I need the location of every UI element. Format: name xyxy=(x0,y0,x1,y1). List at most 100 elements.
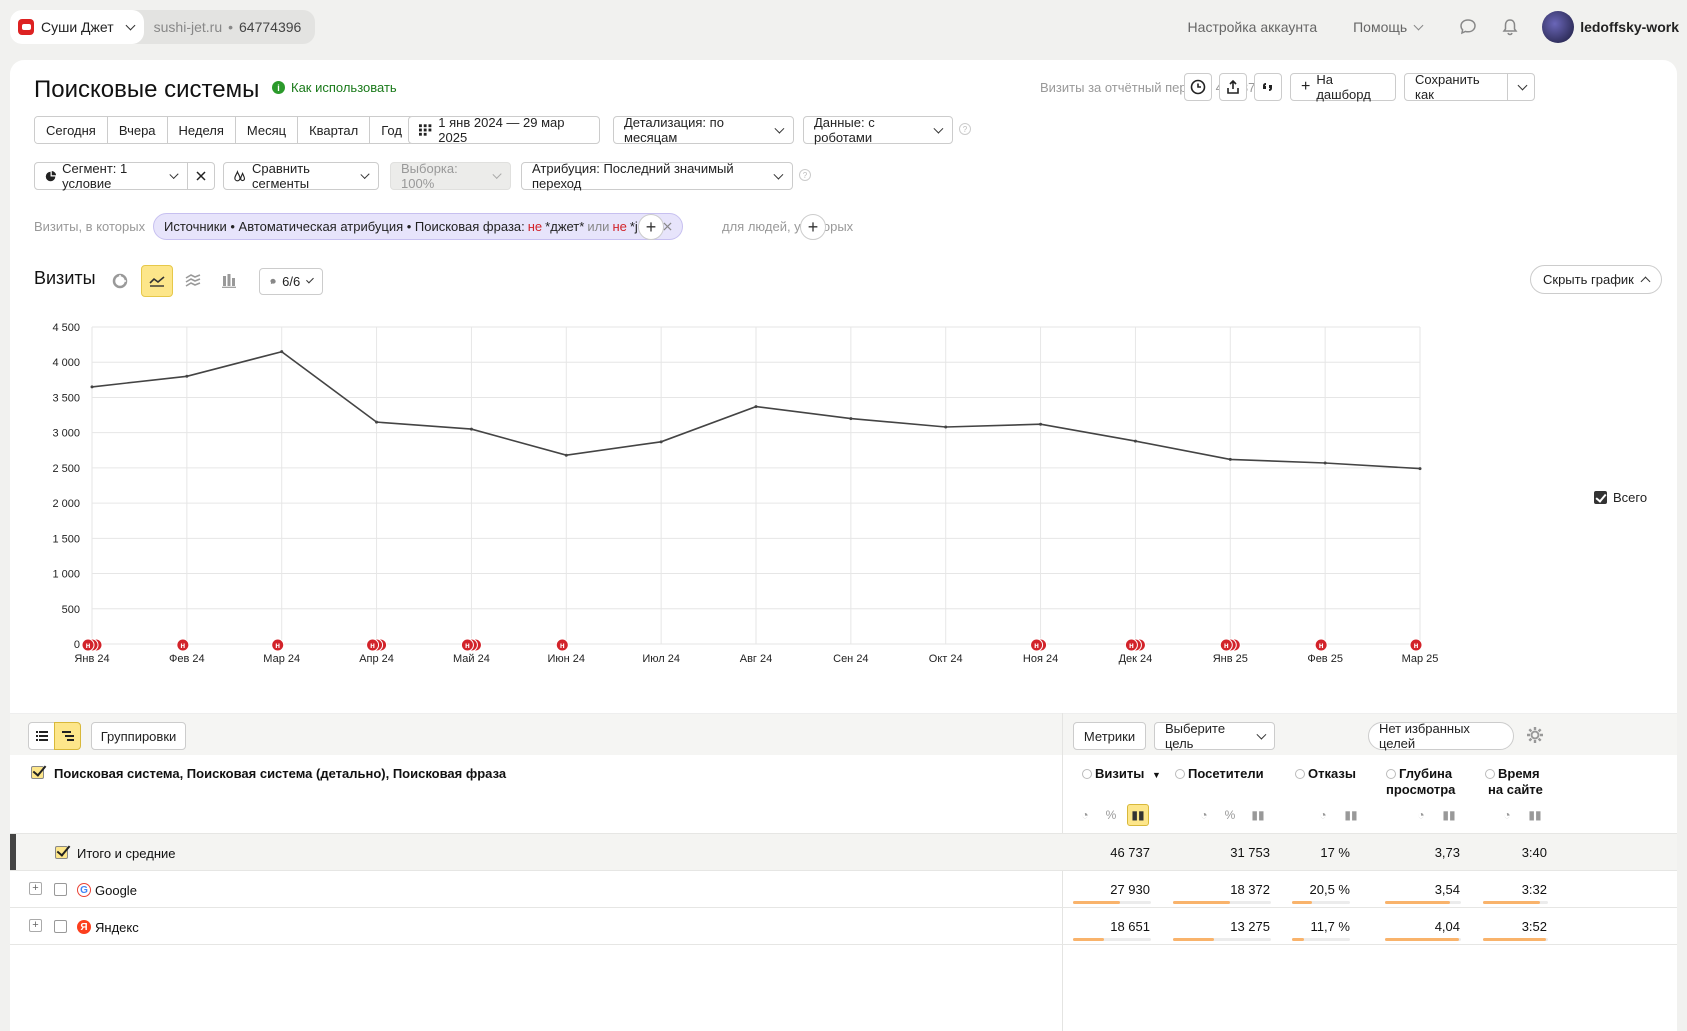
help-icon[interactable] xyxy=(1082,769,1092,779)
row-checkbox[interactable] xyxy=(54,920,67,933)
groupings-button[interactable]: Группировки xyxy=(91,722,186,750)
period-yesterday[interactable]: Вчера xyxy=(107,117,168,143)
bar-view-icon[interactable]: ▮▮ xyxy=(1442,808,1456,822)
hide-chart-button[interactable]: Скрыть график xyxy=(1530,265,1662,294)
annotation-marker xyxy=(1409,638,1423,652)
chevron-down-icon xyxy=(306,275,314,284)
table-row[interactable]: + G Google 27 930 18 372 20,5 % 3,54 3:3… xyxy=(10,870,1677,907)
bar-view-icon[interactable]: ▮▮ xyxy=(1251,808,1265,822)
no-favorite-goals-button[interactable]: Нет избранных целей xyxy=(1368,721,1514,751)
expand-row-icon[interactable]: + xyxy=(29,882,42,895)
totals-checkbox[interactable] xyxy=(55,846,68,859)
legend-item-total[interactable]: Всего xyxy=(1594,490,1647,505)
data-point xyxy=(1039,422,1043,426)
counter-name-button[interactable]: Суши Джет xyxy=(10,10,144,44)
column-header-bounces[interactable]: Отказы xyxy=(1295,766,1356,782)
area-chart-type-icon[interactable] xyxy=(177,265,209,297)
compare-segments-dropdown[interactable]: Сравнить сегменты xyxy=(223,161,379,191)
flat-view-button[interactable] xyxy=(28,722,55,750)
help-icon[interactable] xyxy=(1175,769,1185,779)
bell-icon[interactable] xyxy=(1500,17,1520,37)
segment-dropdown[interactable]: Сегмент: 1 условие xyxy=(34,161,188,191)
chart-title: Визиты xyxy=(34,268,96,288)
bar-view-icon[interactable]: ▮▮ xyxy=(1127,804,1149,826)
sample-dropdown[interactable]: Выборка: 100% xyxy=(390,161,511,191)
counter-selector[interactable]: Суши Джет sushi-jet.ru • 64774396 xyxy=(10,10,316,44)
period-today[interactable]: Сегодня xyxy=(35,117,108,143)
column-header-visitors[interactable]: Посетители xyxy=(1175,766,1264,782)
close-icon[interactable] xyxy=(663,222,672,231)
column-header-time[interactable]: Время на сайте xyxy=(1485,766,1543,798)
legend-checkbox[interactable] xyxy=(1594,491,1607,504)
data-dropdown[interactable]: Данные: с роботами xyxy=(803,115,953,145)
total-visitors: 31 753 xyxy=(1230,845,1270,860)
add-visit-filter-button[interactable]: + xyxy=(638,214,664,240)
date-range-picker[interactable]: 1 янв 2024 — 29 мар 2025 xyxy=(408,115,600,145)
pie-view-icon[interactable]: ◔ xyxy=(1503,808,1511,822)
annotation-marker-label: н xyxy=(1129,641,1134,650)
annotation-marker xyxy=(1030,638,1044,652)
pie-view-icon[interactable]: ◔ xyxy=(1319,808,1327,822)
bar-chart-type-icon[interactable] xyxy=(213,265,245,297)
table-row[interactable] xyxy=(10,944,1677,974)
help-menu[interactable]: Помощь xyxy=(1353,19,1424,35)
visits-share-bar xyxy=(1073,901,1151,904)
help-icon[interactable]: ? xyxy=(959,123,971,135)
row-checkbox[interactable] xyxy=(54,883,67,896)
add-to-dashboard-button[interactable]: + На дашборд xyxy=(1290,72,1396,102)
metrics-button[interactable]: Метрики xyxy=(1073,722,1146,750)
compare-button[interactable] xyxy=(1254,73,1282,101)
expand-row-icon[interactable]: + xyxy=(29,919,42,932)
clear-segment-button[interactable] xyxy=(187,162,215,190)
gear-icon[interactable] xyxy=(1526,726,1544,747)
x-tick-label: Сен 24 xyxy=(833,653,868,665)
save-as-button[interactable]: Сохранить как xyxy=(1404,72,1508,102)
percent-view-icon[interactable]: % xyxy=(1224,808,1236,822)
counter-logo-icon xyxy=(18,19,34,35)
total-depth: 3,73 xyxy=(1434,845,1460,860)
bar-view-icon[interactable]: ▮▮ xyxy=(1344,808,1358,822)
pie-view-icon[interactable]: ◔ xyxy=(1200,808,1208,822)
data-point xyxy=(1228,457,1232,461)
period-quarter[interactable]: Квартал xyxy=(298,117,371,143)
column-header-depth[interactable]: Глубина просмотра xyxy=(1386,766,1455,798)
total-bounces: 17 % xyxy=(1320,845,1350,860)
line-chart-type-icon[interactable] xyxy=(141,265,173,297)
dimensions-header: Поисковая система, Поисковая система (де… xyxy=(54,766,507,781)
drops-icon xyxy=(234,169,246,181)
tree-view-button[interactable] xyxy=(54,722,81,750)
help-icon[interactable]: ? xyxy=(799,169,811,181)
select-all-checkbox[interactable] xyxy=(31,766,44,779)
counter-info: sushi-jet.ru • 64774396 xyxy=(144,19,316,35)
how-to-use-link[interactable]: i Как использовать xyxy=(272,80,397,95)
pie-view-icon[interactable]: ◔ xyxy=(1417,808,1425,822)
help-icon[interactable] xyxy=(1295,769,1305,779)
chat-icon[interactable] xyxy=(1458,17,1478,37)
account-settings-link[interactable]: Настройка аккаунта xyxy=(1187,19,1318,35)
help-icon[interactable] xyxy=(1386,769,1396,779)
period-year[interactable]: Год xyxy=(370,117,413,143)
add-people-filter-button[interactable]: + xyxy=(800,214,826,240)
help-icon[interactable] xyxy=(1485,769,1495,779)
percent-view-icon[interactable]: % xyxy=(1105,808,1117,822)
bar-view-icon[interactable]: ▮▮ xyxy=(1528,808,1542,822)
period-month[interactable]: Месяц xyxy=(235,117,299,143)
pie-icon xyxy=(45,170,57,181)
table-row[interactable]: + Я Яндекс 18 651 13 275 11,7 % 4,04 3:5… xyxy=(10,907,1677,944)
detail-dropdown[interactable]: Детализация: по месяцам xyxy=(613,115,794,145)
period-week[interactable]: Неделя xyxy=(167,117,236,143)
export-button[interactable] xyxy=(1219,73,1247,101)
bar-fill xyxy=(1173,901,1230,904)
filter-chip[interactable]: Источники • Автоматическая атрибуция • П… xyxy=(153,213,683,240)
series-selector[interactable]: 6/6 xyxy=(259,268,323,295)
user-menu[interactable]: ledoffsky-work xyxy=(1542,11,1679,43)
data-label: Данные: с роботами xyxy=(814,115,875,145)
save-as-menu-button[interactable] xyxy=(1507,73,1535,101)
pie-chart-type-icon[interactable] xyxy=(104,265,136,297)
goal-dropdown[interactable]: Выберите цель xyxy=(1154,721,1275,751)
history-button[interactable] xyxy=(1184,73,1212,101)
attribution-dropdown[interactable]: Атрибуция: Последний значимый переход xyxy=(521,161,793,191)
pie-view-icon[interactable]: ◔ xyxy=(1081,808,1089,822)
column-header-visits[interactable]: Визиты ▼ xyxy=(1082,766,1161,783)
goal-label: Выберите цель xyxy=(1165,721,1226,751)
